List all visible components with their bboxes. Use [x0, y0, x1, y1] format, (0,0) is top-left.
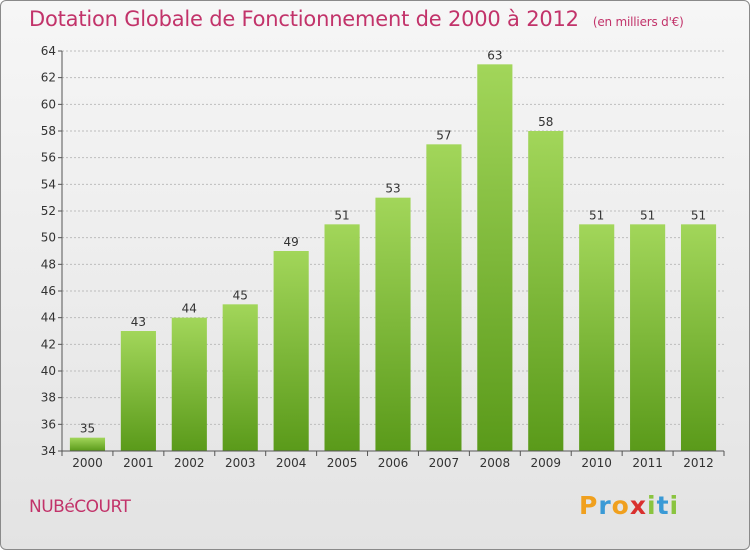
bar-2012	[680, 224, 717, 451]
x-tick-label: 2006	[378, 456, 409, 470]
chart-title: Dotation Globale de Fonctionnement de 20…	[29, 7, 579, 31]
x-tick-label: 2001	[123, 456, 154, 470]
bar-value-label: 51	[334, 208, 349, 222]
bar-2005	[324, 224, 360, 451]
bar-2009	[528, 131, 564, 451]
y-tick-label: 40	[41, 364, 56, 378]
x-tick-label: 2007	[429, 456, 460, 470]
x-tick-label: 2011	[632, 456, 663, 470]
x-tick-label: 2000	[72, 456, 103, 470]
proxiti-logo: Proxiti	[579, 491, 679, 520]
logo-letter: x	[629, 491, 647, 520]
bar-2010	[579, 224, 615, 451]
bar-value-label: 57	[436, 128, 451, 142]
bars: 35 43 44 45 49 51 53 57 63 58 51 51 51	[69, 48, 717, 452]
x-tick-label: 2012	[683, 456, 714, 470]
bar-value-label: 45	[233, 288, 248, 302]
bar-2003	[222, 304, 258, 451]
bar-2006	[375, 197, 411, 451]
y-axis: 34 36 38 40 42 44 46 48 50 52 54 56 58 60 62 64	[41, 44, 63, 458]
bar-value-label: 43	[131, 315, 146, 329]
y-tick-label: 42	[41, 337, 56, 351]
y-tick-label: 56	[41, 151, 56, 165]
y-tick-label: 58	[41, 124, 56, 138]
logo-letter: o	[611, 491, 630, 520]
x-tick-label: 2004	[276, 456, 307, 470]
y-tick-label: 38	[41, 391, 56, 405]
x-tick-label: 2003	[225, 456, 256, 470]
chart-title-line: Dotation Globale de Fonctionnement de 20…	[29, 7, 684, 31]
logo-letter: i	[669, 491, 680, 520]
bar-value-label: 51	[589, 208, 604, 222]
y-tick-label: 34	[41, 444, 56, 458]
bar-value-label: 49	[284, 235, 299, 249]
bar-2011	[630, 224, 666, 451]
logo-letter: i	[647, 491, 657, 520]
y-tick-label: 52	[41, 204, 56, 218]
bar-2000	[69, 437, 106, 451]
x-tick-label: 2005	[327, 456, 358, 470]
x-tick-label: 2002	[174, 456, 205, 470]
bar-value-label: 35	[80, 422, 95, 436]
bar-2002	[171, 317, 207, 451]
chart-subtitle: (en milliers d'€)	[592, 15, 684, 29]
town-name: NUBéCOURT	[29, 497, 131, 517]
bar-value-label: 63	[487, 48, 502, 62]
bar-value-label: 53	[385, 182, 400, 196]
y-tick-label: 60	[41, 97, 56, 111]
bar-2001	[120, 331, 156, 451]
x-tick-label: 2008	[480, 456, 511, 470]
logo-letter: P	[579, 491, 599, 520]
y-tick-label: 46	[41, 284, 56, 298]
y-tick-label: 36	[41, 417, 56, 431]
y-tick-label: 50	[41, 231, 56, 245]
bar-value-label: 58	[538, 115, 553, 129]
x-axis: 2000 2001 2002 2003 2004 2005 2006 2007 2008 2009…	[61, 450, 725, 470]
bar-2008	[477, 64, 513, 452]
logo-letter: r	[598, 491, 612, 520]
y-tick-label: 48	[41, 257, 56, 271]
bar-2007	[426, 144, 462, 452]
logo-letter: t	[656, 491, 670, 520]
y-tick-label: 62	[41, 71, 56, 85]
bar-value-label: 51	[640, 208, 655, 222]
y-tick-label: 64	[41, 44, 56, 58]
bar-value-label: 44	[182, 302, 197, 316]
bar-2004	[273, 251, 309, 451]
x-tick-label: 2010	[581, 456, 612, 470]
y-tick-label: 54	[41, 177, 56, 191]
x-tick-label: 2009	[530, 456, 561, 470]
bar-value-label: 51	[691, 208, 706, 222]
y-tick-label: 44	[41, 311, 56, 325]
